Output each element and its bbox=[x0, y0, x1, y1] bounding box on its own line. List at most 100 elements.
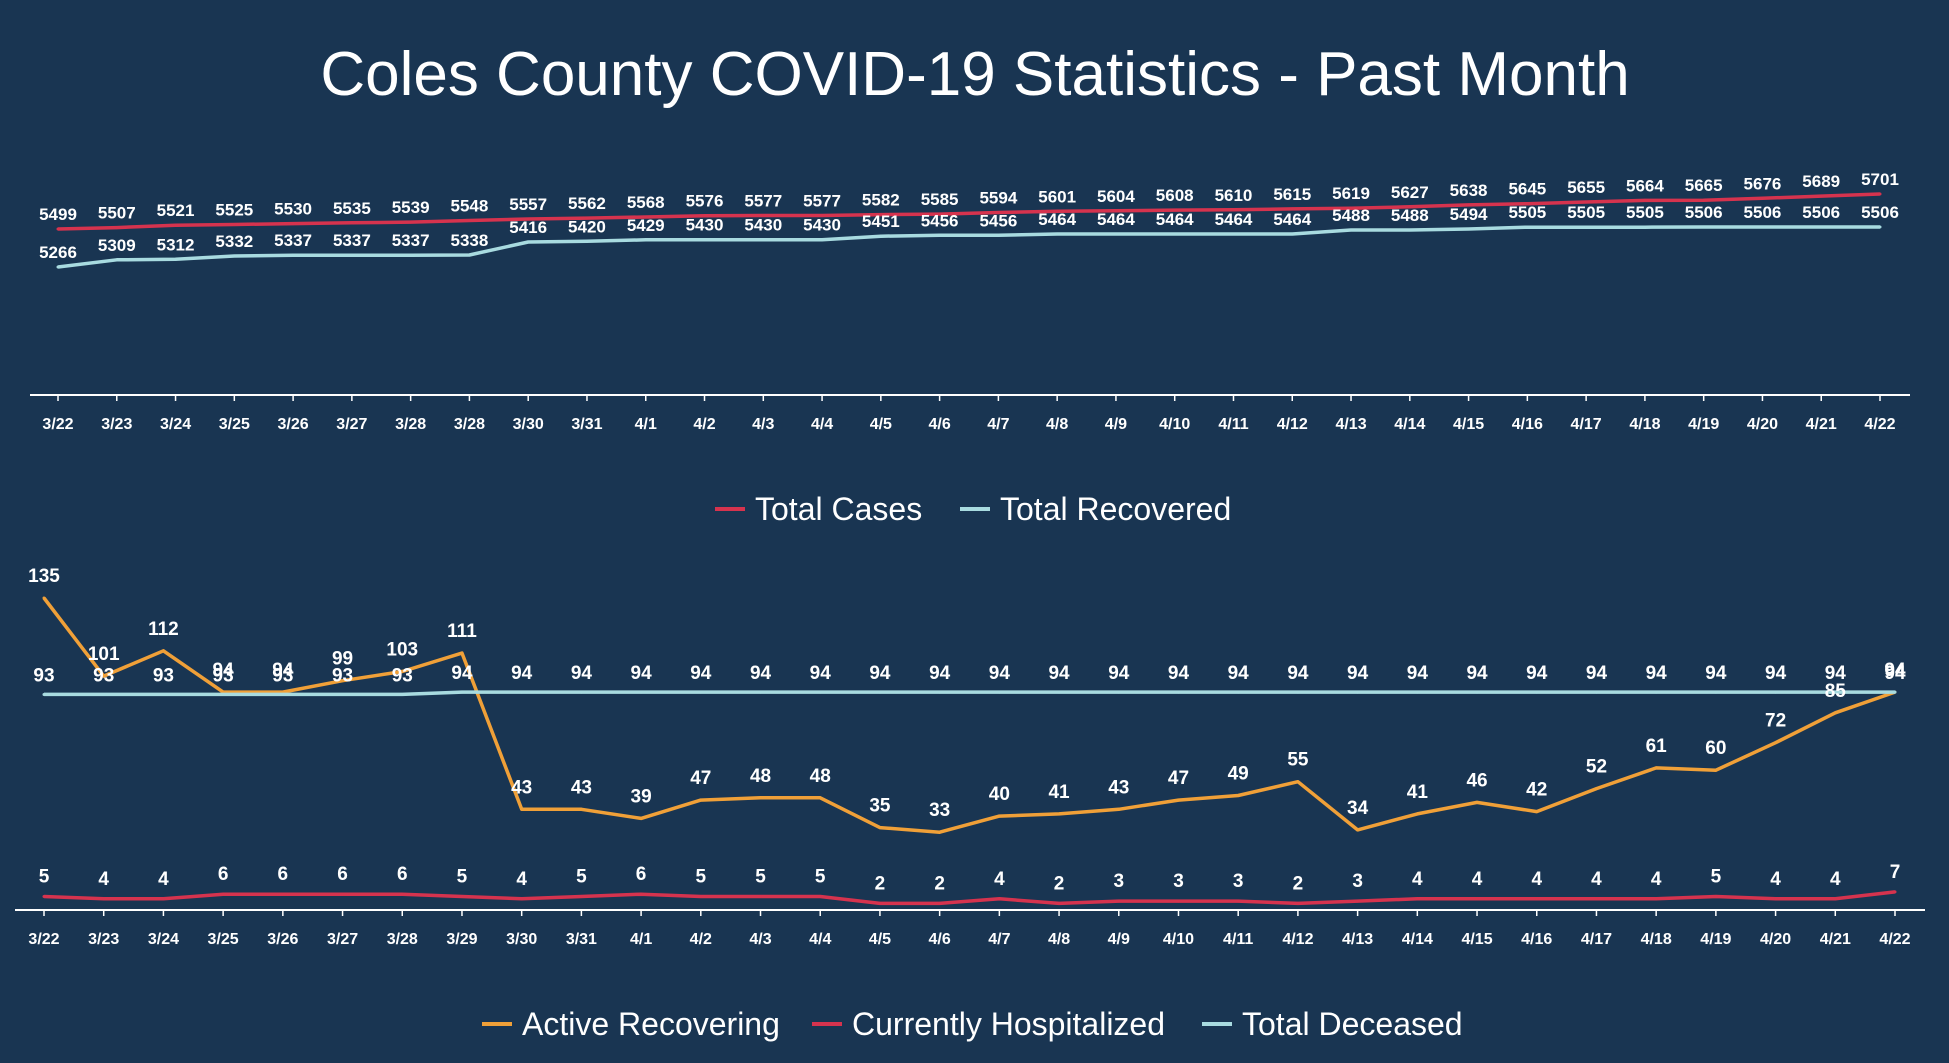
x-tick-label: 4/15 bbox=[1461, 931, 1492, 948]
data-point-currently-hospitalized bbox=[1356, 899, 1360, 903]
x-tick-label: 3/22 bbox=[42, 416, 73, 433]
data-point-total-recovered bbox=[526, 240, 530, 244]
x-tick-label: 4/3 bbox=[752, 416, 774, 433]
data-point-total-deceased bbox=[460, 690, 464, 694]
x-tick-label: 3/30 bbox=[513, 416, 544, 433]
data-label-total-recovered: 5430 bbox=[803, 216, 841, 235]
data-label-currently-hospitalized: 5 bbox=[576, 867, 587, 888]
data-label-total-deceased: 94 bbox=[810, 663, 832, 684]
top-series bbox=[56, 192, 1882, 269]
x-tick-label: 3/24 bbox=[148, 931, 179, 948]
x-tick-label: 4/14 bbox=[1394, 416, 1425, 433]
data-point-total-cases bbox=[467, 219, 471, 223]
page-title: Coles County COVID-19 Statistics - Past … bbox=[320, 40, 1629, 109]
top-data-labels: 5499 5507 5521 5525 5530 5535 5539 5548 5557 5562… bbox=[39, 170, 1899, 262]
data-label-total-recovered: 5420 bbox=[568, 217, 606, 236]
data-label-active-recovering: 72 bbox=[1765, 711, 1786, 732]
data-point-active-recovering bbox=[1714, 768, 1718, 772]
data-point-currently-hospitalized bbox=[1833, 897, 1837, 901]
data-point-total-cases bbox=[879, 213, 883, 217]
x-tick-label: 3/22 bbox=[28, 931, 59, 948]
data-label-active-recovering: 39 bbox=[631, 786, 652, 807]
data-label-active-recovering: 55 bbox=[1287, 750, 1309, 771]
data-point-total-recovered bbox=[585, 239, 589, 243]
series-line-total-cases bbox=[57, 192, 1881, 231]
data-label-currently-hospitalized: 2 bbox=[1054, 873, 1065, 894]
data-point-total-recovered bbox=[1760, 225, 1764, 229]
data-label-currently-hospitalized: 4 bbox=[1531, 869, 1542, 890]
data-point-total-cases bbox=[1584, 200, 1588, 204]
data-point-total-recovered bbox=[1231, 232, 1235, 236]
x-tick-label: 4/21 bbox=[1806, 416, 1837, 433]
data-label-total-deceased: 94 bbox=[1407, 663, 1429, 684]
x-tick-label: 4/3 bbox=[749, 931, 771, 948]
data-label-currently-hospitalized: 6 bbox=[636, 864, 647, 885]
legend-item-total-deceased[interactable]: Total Deceased bbox=[1202, 1006, 1463, 1042]
data-label-active-recovering: 94 bbox=[1884, 660, 1906, 681]
data-label-total-recovered: 5416 bbox=[509, 218, 547, 237]
data-label-total-cases: 5507 bbox=[98, 204, 136, 223]
data-point-total-cases bbox=[526, 217, 530, 221]
data-label-total-recovered: 5488 bbox=[1391, 206, 1429, 225]
data-point-total-recovered bbox=[1584, 225, 1588, 229]
data-point-total-deceased bbox=[281, 692, 285, 696]
data-label-currently-hospitalized: 4 bbox=[516, 869, 527, 890]
x-tick-label: 4/17 bbox=[1581, 931, 1612, 948]
data-label-total-deceased: 94 bbox=[1884, 663, 1906, 684]
legend-item-total-recovered[interactable]: Total Recovered bbox=[960, 491, 1231, 527]
data-point-active-recovering bbox=[520, 807, 524, 811]
data-label-currently-hospitalized: 4 bbox=[1591, 869, 1602, 890]
data-point-active-recovering bbox=[102, 674, 106, 678]
legend-item-active-recovering[interactable]: Active Recovering bbox=[482, 1006, 780, 1042]
data-label-total-deceased: 94 bbox=[1048, 663, 1070, 684]
data-label-total-cases: 5577 bbox=[803, 191, 841, 210]
data-point-total-deceased bbox=[400, 692, 404, 696]
x-tick-label: 4/6 bbox=[929, 931, 951, 948]
data-label-total-recovered: 5505 bbox=[1626, 203, 1664, 222]
data-label-total-recovered: 5464 bbox=[1215, 210, 1253, 229]
data-label-active-recovering: 52 bbox=[1586, 757, 1607, 778]
data-point-total-recovered bbox=[115, 258, 119, 262]
data-point-currently-hospitalized bbox=[281, 892, 285, 896]
data-point-active-recovering bbox=[1117, 807, 1121, 811]
data-label-currently-hospitalized: 4 bbox=[1770, 869, 1781, 890]
data-point-currently-hospitalized bbox=[1893, 890, 1897, 894]
data-label-currently-hospitalized: 2 bbox=[934, 873, 945, 894]
data-label-total-cases: 5525 bbox=[215, 200, 253, 219]
data-label-active-recovering: 41 bbox=[1407, 782, 1429, 803]
x-tick-label: 3/30 bbox=[506, 931, 537, 948]
data-point-active-recovering bbox=[818, 796, 822, 800]
x-tick-label: 3/26 bbox=[267, 931, 298, 948]
legend-item-total-cases[interactable]: Total Cases bbox=[715, 491, 922, 527]
data-label-total-recovered: 5456 bbox=[921, 211, 959, 230]
data-point-total-cases bbox=[1467, 203, 1471, 207]
legend-item-currently-hospitalized[interactable]: Currently Hospitalized bbox=[812, 1006, 1165, 1042]
x-tick-label: 4/5 bbox=[870, 416, 892, 433]
bottom-chart: 3/22 3/23 3/24 3/25 3/26 3/27 3/28 3/29 3/30 3/31… bbox=[15, 566, 1925, 1042]
data-label-total-deceased: 94 bbox=[1825, 663, 1847, 684]
data-point-currently-hospitalized bbox=[1296, 901, 1300, 905]
data-point-total-deceased bbox=[1176, 690, 1180, 694]
data-point-total-recovered bbox=[1055, 232, 1059, 236]
data-label-currently-hospitalized: 6 bbox=[397, 864, 408, 885]
data-label-total-recovered: 5506 bbox=[1685, 203, 1723, 222]
data-point-total-recovered bbox=[1643, 225, 1647, 229]
x-tick-label: 3/25 bbox=[208, 931, 239, 948]
data-label-currently-hospitalized: 6 bbox=[218, 864, 229, 885]
data-point-active-recovering bbox=[1594, 787, 1598, 791]
x-tick-label: 4/22 bbox=[1864, 416, 1895, 433]
x-tick-label: 4/1 bbox=[635, 416, 657, 433]
data-label-active-recovering: 43 bbox=[571, 777, 592, 798]
data-point-total-deceased bbox=[1236, 690, 1240, 694]
data-label-total-cases: 5676 bbox=[1744, 174, 1782, 193]
data-label-total-recovered: 5464 bbox=[1097, 210, 1135, 229]
data-label-active-recovering: 42 bbox=[1526, 780, 1547, 801]
data-point-currently-hospitalized bbox=[699, 895, 703, 899]
data-label-total-recovered: 5338 bbox=[451, 231, 489, 250]
data-label-currently-hospitalized: 5 bbox=[39, 867, 50, 888]
data-point-currently-hospitalized bbox=[818, 895, 822, 899]
data-point-total-recovered bbox=[56, 265, 60, 269]
data-label-active-recovering: 41 bbox=[1048, 782, 1070, 803]
data-label-total-deceased: 94 bbox=[1108, 663, 1130, 684]
data-label-total-deceased: 94 bbox=[690, 663, 712, 684]
